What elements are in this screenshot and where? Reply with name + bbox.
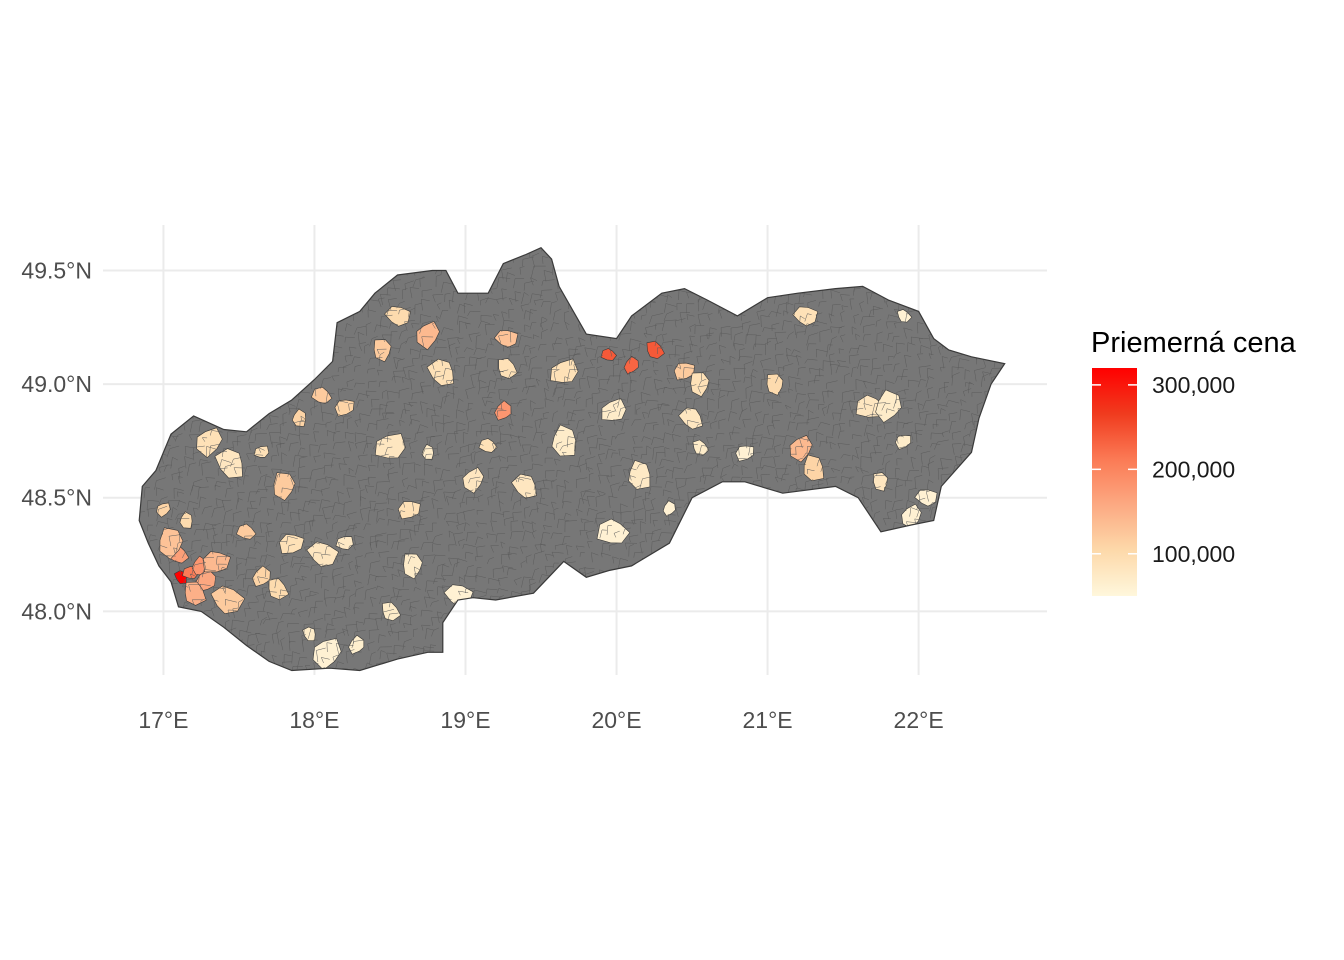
legend-ticks: 100,000 200,000 300,000 [1092,372,1235,567]
priced-regions [156,306,938,671]
country-outline [139,247,1005,671]
priced-region [511,473,537,499]
priced-region [462,467,485,494]
priced-region [690,372,710,397]
map-regions [138,246,1006,672]
priced-region [384,306,411,327]
priced-region [896,309,913,323]
priced-region [421,443,434,460]
priced-region [179,511,193,529]
legend-colorbar [1092,368,1137,596]
priced-region [623,355,639,375]
x-tick-label: 20°E [591,707,641,733]
priced-region [416,321,440,351]
priced-region [253,445,270,458]
priced-region [159,527,184,560]
priced-region [766,373,784,396]
x-tick-label: 17°E [138,707,188,733]
y-tick-label: 48.0°N [21,598,92,624]
x-tick-label: 18°E [289,707,339,733]
priced-region [335,536,354,550]
priced-region [494,400,512,421]
y-tick-label: 49.0°N [21,371,92,397]
priced-region [600,348,617,361]
legend: Priemerná cena 100,000 200,000 300,000 [1091,327,1297,596]
priced-region [662,500,676,517]
priced-region [628,460,651,490]
priced-region [279,534,305,554]
priced-region [596,518,631,544]
legend-tick-label: 200,000 [1152,456,1235,482]
legend-title: Priemerná cena [1091,327,1297,359]
priced-region [803,454,825,482]
priced-region [397,501,421,520]
priced-region [873,472,888,492]
priced-region [875,389,902,423]
x-axis: 17°E 18°E 19°E 20°E 21°E 22°E [138,707,943,733]
priced-region [789,434,813,463]
priced-region [214,448,243,479]
priced-region [735,445,755,462]
priced-region [478,438,498,453]
priced-region [403,553,423,580]
x-tick-label: 21°E [743,707,793,733]
priced-region [374,433,406,459]
x-tick-label: 22°E [894,707,944,733]
y-axis: 48.0°N 48.5°N 49.0°N 49.5°N [21,257,92,624]
priced-region [792,306,819,327]
y-tick-label: 48.5°N [21,485,92,511]
y-tick-label: 49.5°N [21,257,92,283]
priced-region [382,601,402,622]
priced-region [678,407,703,430]
priced-region [673,362,696,381]
x-tick-label: 19°E [440,707,490,733]
legend-tick-label: 300,000 [1152,372,1235,398]
priced-region [551,424,577,457]
priced-region [348,634,365,655]
country-border [138,246,1006,672]
priced-region [373,339,392,363]
legend-tick-label: 100,000 [1152,541,1235,567]
priced-region [914,489,938,507]
priced-region [196,427,223,458]
priced-region [302,626,316,642]
priced-region [268,578,290,601]
priced-region [273,472,296,501]
priced-region [646,340,665,360]
priced-region [236,523,257,540]
